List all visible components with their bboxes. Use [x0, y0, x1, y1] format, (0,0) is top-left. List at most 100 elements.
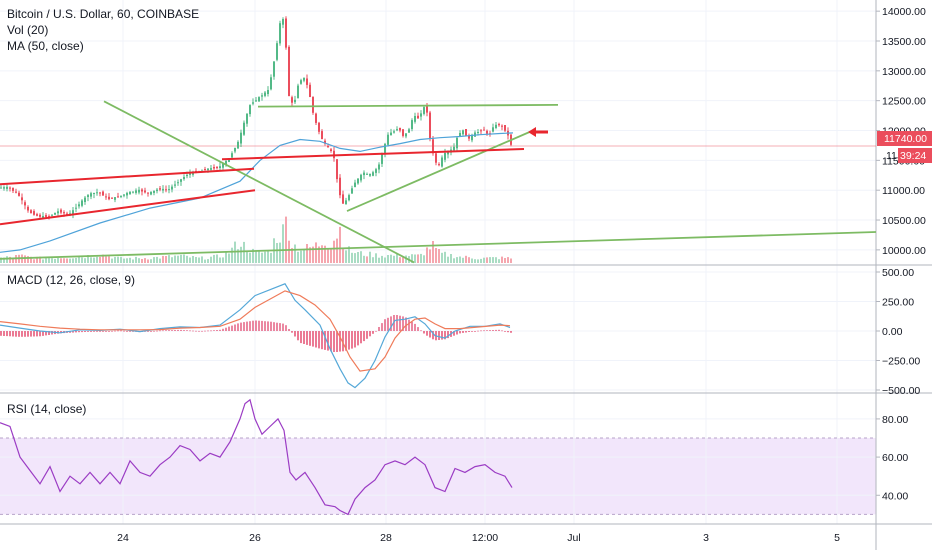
axis-tick-label: 500.00 [882, 267, 914, 279]
candle [162, 185, 164, 194]
candle [384, 142, 386, 158]
volume-bar [507, 257, 509, 263]
trendline-green[interactable] [346, 129, 534, 212]
time-axis[interactable]: 24 26 28 12:00 Jul 3 5 [117, 532, 840, 544]
volume-bar [423, 255, 425, 263]
ma-legend[interactable]: MA (50, close) [7, 39, 84, 53]
trendline-green[interactable] [103, 100, 415, 264]
volume-bar [24, 255, 26, 263]
macd-hist-bar [402, 316, 404, 331]
volume-bar [249, 252, 251, 263]
macd-hist-bar [273, 322, 275, 331]
axis-tick-label: −250.00 [882, 356, 920, 368]
candle [369, 173, 371, 177]
volume-bar [267, 250, 269, 263]
macd-hist-bar [441, 331, 443, 340]
macd-hist-bar [444, 331, 446, 340]
candle [342, 190, 344, 204]
axis-tick-label: 13500.00 [882, 36, 926, 48]
rsi-band [0, 438, 876, 515]
macd-hist-bar [204, 330, 206, 332]
volume-bar [159, 258, 161, 263]
macd-hist-bar [504, 331, 506, 332]
candle [285, 16, 287, 50]
candle [438, 162, 440, 167]
candle [273, 61, 275, 80]
trendline-red[interactable] [0, 189, 256, 226]
trendline-red[interactable] [221, 148, 525, 161]
candle [402, 129, 404, 138]
macd-hist-bar [399, 315, 401, 331]
volume-bar [225, 251, 227, 263]
rsi-legend[interactable]: RSI (14, close) [7, 402, 86, 416]
candle [27, 205, 29, 213]
macd-hist-bar [237, 323, 239, 331]
macd-hist-bar [333, 331, 335, 352]
macd-hist-bar [318, 331, 320, 349]
candle [366, 172, 368, 175]
macd-hist-bar [150, 331, 152, 332]
volume-bar [339, 226, 341, 263]
candle [435, 151, 437, 166]
macd-hist-bar [447, 331, 449, 339]
axis-tick-label: 250.00 [882, 297, 914, 309]
candle [441, 155, 443, 168]
macd-hist-bar [192, 330, 194, 332]
candle [105, 193, 107, 200]
candle [39, 213, 41, 219]
macd-hist-bar [99, 331, 101, 332]
macd-hist-bar [489, 330, 491, 331]
trendline-green[interactable] [0, 231, 876, 260]
macd-axis[interactable]: 500.00 250.00 0.00 −250.00 −500.00 [876, 267, 920, 397]
candle [240, 129, 242, 147]
trendlines[interactable] [0, 100, 876, 264]
macd-hist-bar [255, 320, 257, 331]
macd-hist-bar [147, 331, 149, 332]
candle [18, 190, 20, 197]
macd-hist-bar [231, 325, 233, 331]
macd-hist-bar [96, 331, 98, 332]
time-tick-label: 12:00 [472, 532, 498, 544]
macd-hist-bar [438, 331, 440, 340]
macd-legend[interactable]: MACD (12, 26, close, 9) [7, 273, 135, 287]
volume-bar [180, 254, 182, 263]
trendline-red[interactable] [0, 167, 255, 186]
macd-pane[interactable] [0, 266, 876, 392]
candle [21, 193, 23, 205]
macd-hist-bar [468, 331, 470, 332]
volume-bar [276, 243, 278, 263]
volume-bar [279, 242, 281, 263]
candle [243, 120, 245, 136]
candle [78, 201, 80, 209]
volume-bar [486, 257, 488, 263]
main-pane[interactable] [0, 0, 876, 264]
volume-bar [231, 247, 233, 263]
macd-hist-bar [174, 330, 176, 331]
macd-hist-bar [345, 331, 347, 351]
volume-bar [471, 258, 473, 263]
volume-bar [429, 249, 431, 263]
volume-bar [432, 241, 434, 263]
macd-hist-bar [510, 331, 512, 333]
macd-hist-bar [315, 331, 317, 348]
macd-hist-bar [363, 331, 365, 342]
volume-bar [348, 246, 350, 263]
macd-hist-bar [378, 327, 380, 331]
rsi-axis[interactable]: 80.00 60.00 40.00 [876, 414, 908, 502]
trendline-green[interactable] [257, 104, 559, 108]
volume-bar [483, 257, 485, 263]
countdown-tag: 39:24 [898, 148, 932, 163]
last-price-tag: 11740.00 [877, 131, 932, 146]
volume-bar [48, 258, 50, 263]
macd-hist-bar [84, 331, 86, 332]
volume-bar [198, 257, 200, 263]
candle [135, 188, 137, 195]
macd-hist-bar [111, 330, 113, 332]
volume-legend[interactable]: Vol (20) [7, 23, 48, 37]
time-tick-label: 26 [249, 532, 261, 544]
symbol-title[interactable]: Bitcoin / U.S. Dollar, 60, COINBASE [7, 7, 199, 21]
axis-tick-label: 40.00 [882, 490, 908, 502]
volume-bar [36, 256, 38, 263]
left-arrow-icon[interactable] [528, 127, 548, 137]
